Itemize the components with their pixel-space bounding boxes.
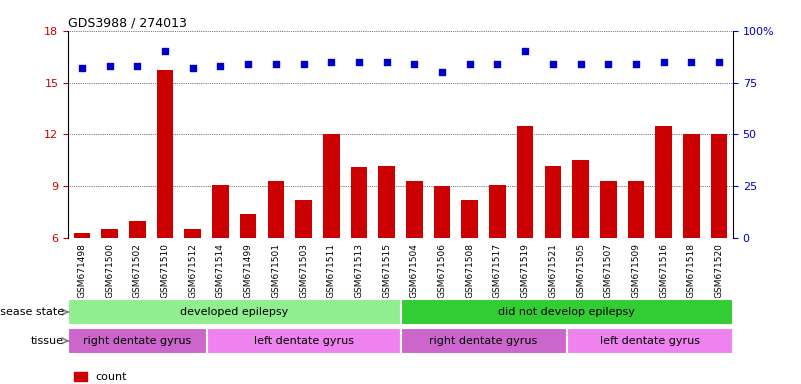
Bar: [683, 134, 700, 238]
Text: developed epilepsy: developed epilepsy: [180, 307, 288, 317]
Bar: [157, 71, 173, 238]
Point: [602, 61, 614, 67]
Bar: [572, 161, 589, 238]
Bar: [434, 186, 450, 238]
Point: [325, 59, 338, 65]
Bar: [600, 181, 617, 238]
Text: GSM671509: GSM671509: [631, 243, 641, 298]
Bar: [207, 328, 400, 354]
Bar: [184, 230, 201, 238]
Bar: [212, 185, 229, 238]
Bar: [68, 299, 400, 325]
Text: disease state: disease state: [0, 307, 64, 317]
Bar: [268, 181, 284, 238]
Text: GSM671503: GSM671503: [299, 243, 308, 298]
Bar: [655, 126, 672, 238]
Text: GSM671498: GSM671498: [78, 243, 87, 298]
Text: GSM671499: GSM671499: [244, 243, 252, 298]
Text: GSM671521: GSM671521: [549, 243, 557, 298]
Bar: [545, 166, 562, 238]
Point: [75, 65, 88, 71]
Bar: [489, 185, 505, 238]
Bar: [567, 328, 733, 354]
Point: [159, 48, 171, 55]
Text: GSM671512: GSM671512: [188, 243, 197, 298]
Text: GSM671505: GSM671505: [576, 243, 585, 298]
Text: right dentate gyrus: right dentate gyrus: [429, 336, 537, 346]
Point: [546, 61, 559, 67]
Point: [436, 69, 449, 75]
Text: GSM671514: GSM671514: [216, 243, 225, 298]
Point: [269, 61, 282, 67]
Point: [519, 48, 532, 55]
Text: GSM671502: GSM671502: [133, 243, 142, 298]
Bar: [74, 233, 91, 238]
Bar: [129, 221, 146, 238]
Text: GSM671501: GSM671501: [272, 243, 280, 298]
Bar: [68, 328, 207, 354]
Point: [352, 59, 365, 65]
Point: [491, 61, 504, 67]
Text: GSM671500: GSM671500: [105, 243, 114, 298]
Bar: [406, 181, 423, 238]
Text: GSM671513: GSM671513: [355, 243, 364, 298]
Point: [713, 59, 726, 65]
Text: GSM671518: GSM671518: [687, 243, 696, 298]
Point: [658, 59, 670, 65]
Text: GSM671515: GSM671515: [382, 243, 391, 298]
Text: GSM671510: GSM671510: [160, 243, 170, 298]
Bar: [517, 126, 533, 238]
Bar: [323, 134, 340, 238]
Text: GSM671517: GSM671517: [493, 243, 502, 298]
Bar: [400, 299, 733, 325]
Point: [131, 63, 143, 69]
Text: GSM671506: GSM671506: [437, 243, 446, 298]
Point: [214, 63, 227, 69]
Text: GSM671507: GSM671507: [604, 243, 613, 298]
Text: GDS3988 / 274013: GDS3988 / 274013: [68, 17, 187, 30]
Point: [408, 61, 421, 67]
Point: [103, 63, 116, 69]
Text: GSM671516: GSM671516: [659, 243, 668, 298]
Text: GSM671520: GSM671520: [714, 243, 723, 298]
Point: [380, 59, 393, 65]
Text: left dentate gyrus: left dentate gyrus: [254, 336, 353, 346]
Text: left dentate gyrus: left dentate gyrus: [600, 336, 700, 346]
Bar: [378, 166, 395, 238]
Text: GSM671504: GSM671504: [410, 243, 419, 298]
Text: did not develop epilepsy: did not develop epilepsy: [498, 307, 635, 317]
Point: [297, 61, 310, 67]
Point: [685, 59, 698, 65]
Bar: [400, 328, 567, 354]
Point: [187, 65, 199, 71]
Point: [574, 61, 587, 67]
Text: GSM671508: GSM671508: [465, 243, 474, 298]
Text: right dentate gyrus: right dentate gyrus: [83, 336, 191, 346]
Bar: [628, 181, 644, 238]
Bar: [461, 200, 478, 238]
Bar: [101, 230, 118, 238]
Bar: [710, 134, 727, 238]
Text: GSM671519: GSM671519: [521, 243, 529, 298]
Point: [242, 61, 255, 67]
Bar: [296, 200, 312, 238]
Text: GSM671511: GSM671511: [327, 243, 336, 298]
Text: tissue: tissue: [31, 336, 64, 346]
Point: [463, 61, 476, 67]
Bar: [351, 167, 367, 238]
Bar: [239, 214, 256, 238]
Point: [630, 61, 642, 67]
Legend: count, percentile rank within the sample: count, percentile rank within the sample: [74, 371, 284, 384]
